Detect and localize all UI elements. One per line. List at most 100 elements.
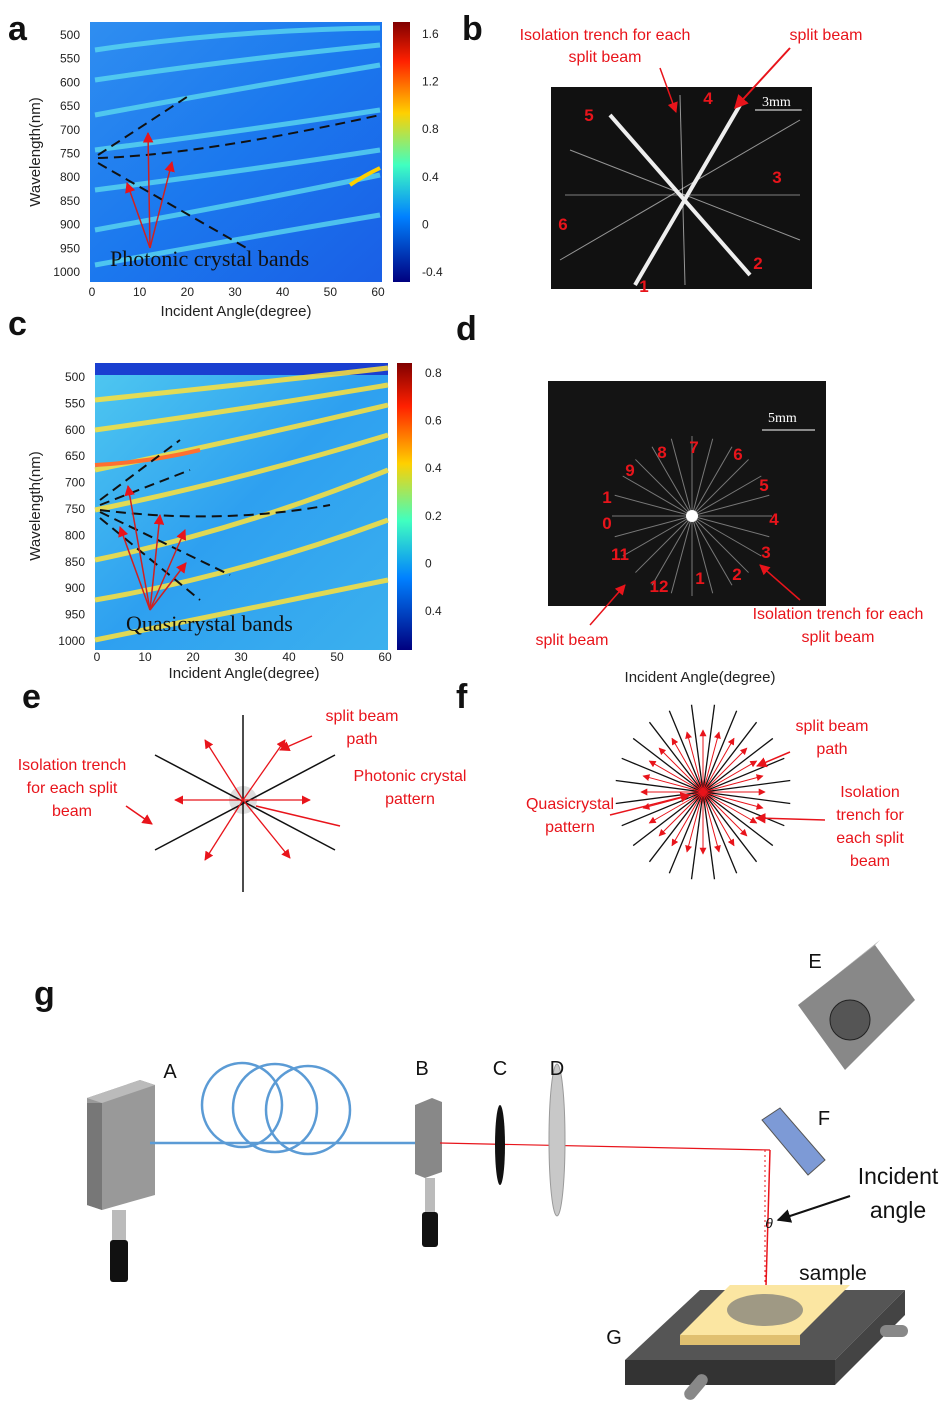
beam [670,438,693,517]
annotation: Isolation trench for each [753,606,924,623]
annotation: Isolation trench [18,757,127,774]
scale-label: 3mm [762,95,791,110]
colorbar-tick-label: 0.4 [422,170,439,184]
colorbar-tick-label: 1.2 [422,75,439,89]
arrows [125,131,175,249]
annotation: trench for [836,807,904,824]
annotation: Photonic crystal bands [110,246,309,271]
beam-number: 4 [703,89,713,108]
beam-path [702,731,721,793]
beam [670,515,693,594]
panel-label: c [8,305,27,343]
arrow [756,751,791,768]
beam-number: 3 [772,168,781,187]
colorbar-tick-label: -0.4 [422,265,443,279]
y-tick-label: 900 [60,218,80,232]
annotation: Isolation trench for each [520,27,691,44]
y-tick-label: 750 [60,147,80,161]
beam-path [702,747,748,793]
component-label: B [415,1058,428,1080]
y-tick-label: 950 [60,241,80,255]
annotation: angle [870,1197,926,1223]
colorbar-tick-label: 0.8 [425,366,442,380]
x-tick-label: 30 [228,285,242,299]
x-tick-label: 50 [330,650,344,664]
chopper-C [495,1105,505,1185]
x-tick-label: 0 [94,650,101,664]
beam [691,459,749,517]
beam [691,446,733,517]
colorbar-tick-label: 0.4 [425,604,442,618]
beam [691,515,762,557]
y-tick-label: 650 [60,99,80,113]
x-tick-label: 20 [186,650,200,664]
beam-number: 5 [584,106,593,125]
annotation: Quasicrystal bands [126,611,293,636]
beams [559,94,801,287]
beam [691,475,762,517]
y-tick-label: 850 [65,555,85,569]
beam-number: 6 [733,445,742,464]
beam [691,515,733,586]
annotation: beam [850,853,890,870]
beam-path [702,760,758,793]
beam [651,515,693,586]
x-tick-label: 10 [133,285,147,299]
dashed-guides [97,94,381,251]
beam-number: 9 [625,461,634,480]
y-tick-label: 600 [60,75,80,89]
beam-path [658,791,704,837]
beam [651,446,693,517]
beam-path [702,791,758,824]
colorbar-tick-label: 0.6 [425,414,442,428]
beam-number: 1 [602,488,611,507]
annotation: pattern [385,791,435,808]
micrograph [548,381,826,606]
beam-paths [174,739,311,861]
colorbar [393,22,410,282]
panel-label: g [34,975,55,1013]
y-axis-title: Wavelength(nm) [27,451,44,560]
beam [691,515,770,538]
beam-number: 4 [769,510,779,529]
source-A [87,1080,155,1282]
beam [439,1142,771,1151]
y-tick-label: 1000 [58,634,85,648]
star-diagram [615,704,791,880]
x-axis-title: Incident Angle(degree) [161,303,312,320]
band [94,448,201,467]
beam [614,494,693,517]
colorbar-tick-label: 0.2 [425,509,442,523]
arrows [118,484,187,611]
beam-path [671,737,704,793]
beam-number: 12 [650,577,669,596]
beam-path [685,731,704,793]
y-tick-label: 700 [60,123,80,137]
scale-label: 5mm [768,411,797,426]
x-tick-label: 40 [282,650,296,664]
beam-path [642,774,704,793]
arrow [609,792,692,816]
collimator-B [415,1098,442,1247]
camera-E [798,940,915,1070]
annotation: split beam [569,49,642,66]
arrow [255,805,341,827]
arrow [589,584,626,626]
beam-number: 1 [639,277,648,296]
beam-number: 8 [657,443,666,462]
panel-label: f [456,678,468,716]
beam-path [685,791,704,853]
x-axis-title: Incident Angle(degree) [625,669,776,686]
beam-number: 7 [689,438,698,457]
annotation: split beam [790,27,863,44]
band [348,166,381,187]
beam [691,494,770,517]
beam-path [702,791,748,837]
bands [94,25,381,268]
band [95,363,388,375]
annotation: Photonic crystal [354,768,467,785]
lens-D [548,1063,566,1217]
y-tick-label: 850 [60,194,80,208]
beam [691,515,749,573]
x-tick-label: 60 [378,650,392,664]
